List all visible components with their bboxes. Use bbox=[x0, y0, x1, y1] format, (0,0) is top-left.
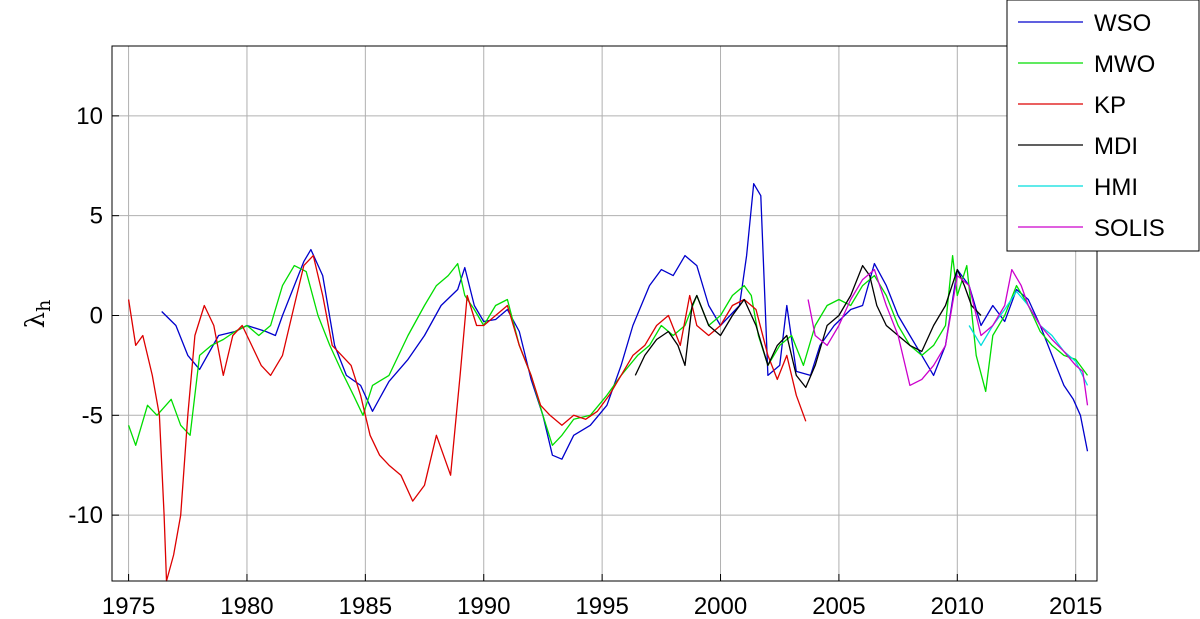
legend: WSO MWO KP MDI HMI SOLIS bbox=[1006, 0, 1200, 252]
legend-label: HMI bbox=[1094, 174, 1138, 201]
x-tick-label: 2015 bbox=[1049, 593, 1102, 619]
y-tick-label: 10 bbox=[76, 103, 103, 130]
legend-label: KP bbox=[1094, 92, 1126, 119]
y-tick-label: -10 bbox=[68, 502, 103, 529]
legend-label: WSO bbox=[1094, 10, 1151, 37]
legend-label: MDI bbox=[1094, 133, 1138, 160]
y-axis-label: λh bbox=[21, 300, 55, 329]
series-layer bbox=[127, 183, 1089, 582]
y-tick-label: -5 bbox=[82, 402, 103, 429]
plot-frame bbox=[111, 45, 1098, 582]
x-tick-label: 2005 bbox=[812, 593, 865, 619]
series-line-mdi bbox=[634, 264, 982, 389]
x-tick-label: 1990 bbox=[457, 593, 510, 619]
x-tick-label: 2010 bbox=[931, 593, 984, 619]
legend-label: SOLIS bbox=[1094, 215, 1165, 242]
y-tick-label: 0 bbox=[90, 302, 103, 329]
x-tick-label: 1985 bbox=[339, 593, 392, 619]
series-line-solis bbox=[807, 268, 1089, 406]
x-tick-label: 2000 bbox=[694, 593, 747, 619]
series-line-kp bbox=[127, 254, 807, 582]
x-tick-label: 1975 bbox=[102, 593, 155, 619]
x-axis: 1975 1980 1985 1990 1995 2000 2005 2010 2015 bbox=[102, 574, 1102, 619]
x-tick-label: 1980 bbox=[220, 593, 273, 619]
x-tick-label: 1995 bbox=[575, 593, 628, 619]
y-tick-label: 5 bbox=[90, 203, 103, 230]
y-axis-label-main: λ bbox=[21, 312, 51, 328]
legend-box bbox=[1006, 0, 1200, 252]
y-axis-label-subscript: h bbox=[33, 300, 55, 312]
legend-label: MWO bbox=[1094, 51, 1155, 78]
y-axis: 10 5 0 -5 -10 bbox=[68, 103, 119, 529]
